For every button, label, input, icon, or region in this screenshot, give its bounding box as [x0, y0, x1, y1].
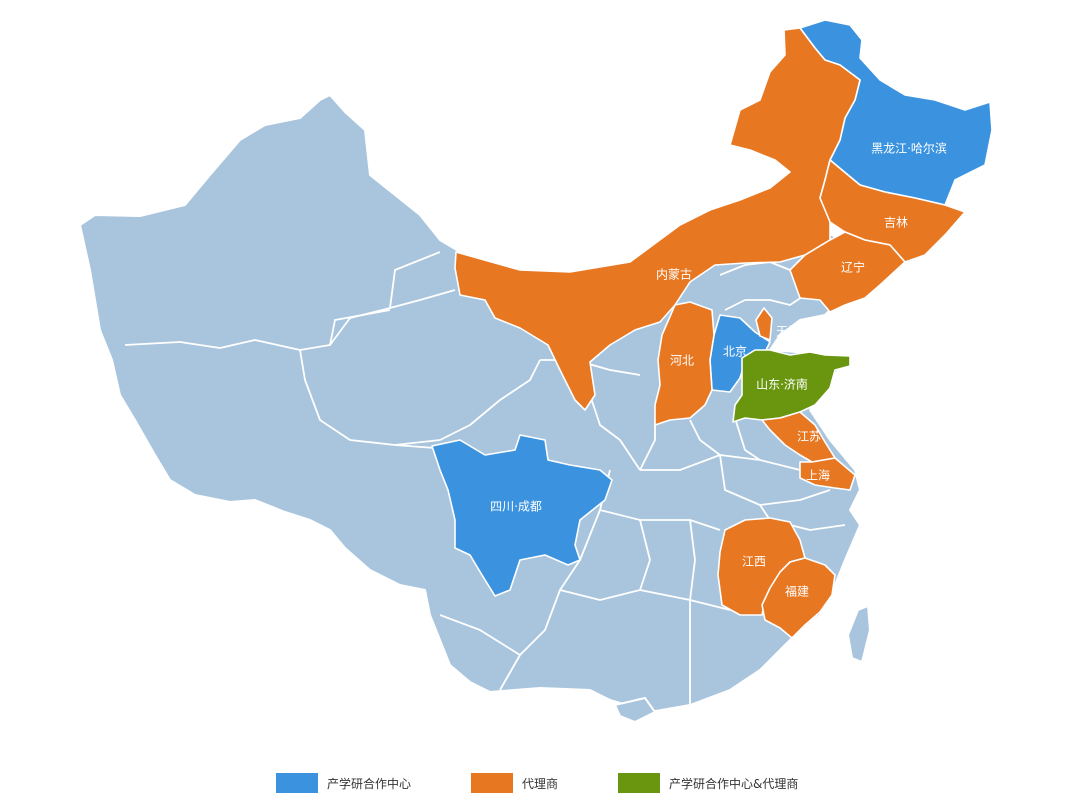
- colored-regions: [431, 19, 993, 639]
- label-sichuan: 四川·成都: [490, 500, 542, 514]
- region-tianjin[interactable]: [755, 307, 773, 341]
- map-legend: 产学研合作中心 代理商 产学研合作中心&代理商: [276, 772, 798, 794]
- legend-label-both: 产学研合作中心&代理商: [669, 776, 799, 791]
- label-fujian: 福建: [785, 584, 809, 599]
- legend-item-agent[interactable]: 代理商: [471, 773, 558, 793]
- legend-swatch-agent: [471, 773, 514, 793]
- label-liaoning: 辽宁: [841, 260, 865, 275]
- legend-item-both[interactable]: 产学研合作中心&代理商: [618, 773, 798, 793]
- label-tianjin: 天津: [776, 325, 800, 339]
- hainan-island: [614, 697, 656, 723]
- label-neimenggu: 内蒙古: [656, 267, 692, 282]
- region-shandong[interactable]: [732, 349, 851, 423]
- label-shanghai: 上海: [806, 468, 830, 483]
- label-jilin: 吉林: [884, 216, 908, 230]
- region-neimenggu[interactable]: [454, 27, 861, 411]
- region-fujian[interactable]: [761, 557, 836, 639]
- china-mainland: [79, 94, 861, 713]
- label-beijing: 北京: [723, 345, 747, 359]
- region-shanghai[interactable]: [799, 457, 856, 491]
- legend-swatch-both: [618, 773, 661, 793]
- region-hebei[interactable]: [654, 301, 715, 426]
- label-jiangsu: 江苏: [797, 430, 821, 444]
- taiwan-island: [847, 605, 871, 663]
- legend-swatch-center: [276, 773, 318, 793]
- legend-item-center[interactable]: 产学研合作中心: [276, 773, 411, 793]
- china-map: 黑龙江·哈尔滨 吉林 辽宁 内蒙古 天津 北京 河北 山东·济南 江苏 上海 四…: [79, 19, 993, 723]
- legend-label-center: 产学研合作中心: [327, 776, 412, 791]
- legend-label-agent: 代理商: [522, 776, 559, 791]
- label-hebei: 河北: [670, 354, 694, 368]
- province-borders: [124, 251, 846, 705]
- region-labels: 黑龙江·哈尔滨 吉林 辽宁 内蒙古 天津 北京 河北 山东·济南 江苏 上海 四…: [490, 141, 947, 599]
- label-shandong: 山东·济南: [756, 377, 808, 392]
- label-jiangxi: 江西: [742, 555, 766, 569]
- region-liaoning[interactable]: [789, 231, 906, 313]
- region-sichuan[interactable]: [431, 434, 613, 597]
- label-heilongjiang: 黑龙江·哈尔滨: [871, 141, 947, 156]
